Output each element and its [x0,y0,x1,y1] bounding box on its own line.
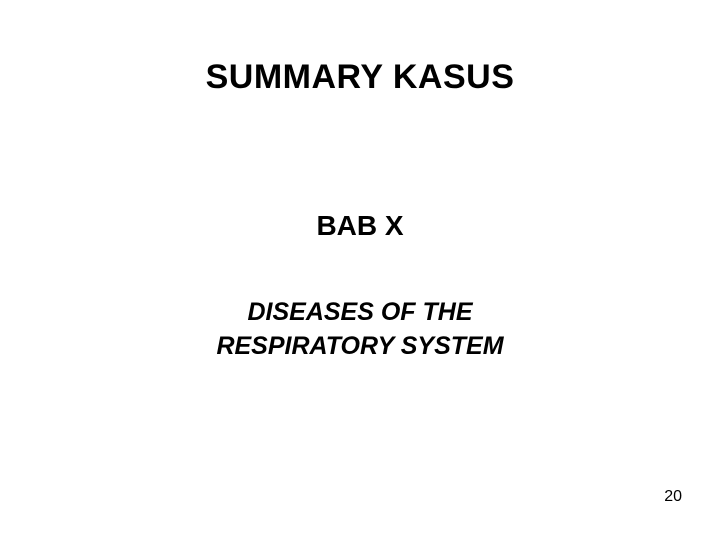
slide-subtitle: DISEASES OF THE RESPIRATORY SYSTEM [0,296,720,364]
slide-title: SUMMARY KASUS [0,58,720,97]
subtitle-line-2: RESPIRATORY SYSTEM [216,332,503,360]
page-number: 20 [664,488,682,506]
slide-container: SUMMARY KASUS BAB X DISEASES OF THE RESP… [0,0,720,540]
subtitle-line-1: DISEASES OF THE [247,298,472,326]
chapter-label: BAB X [0,210,720,242]
